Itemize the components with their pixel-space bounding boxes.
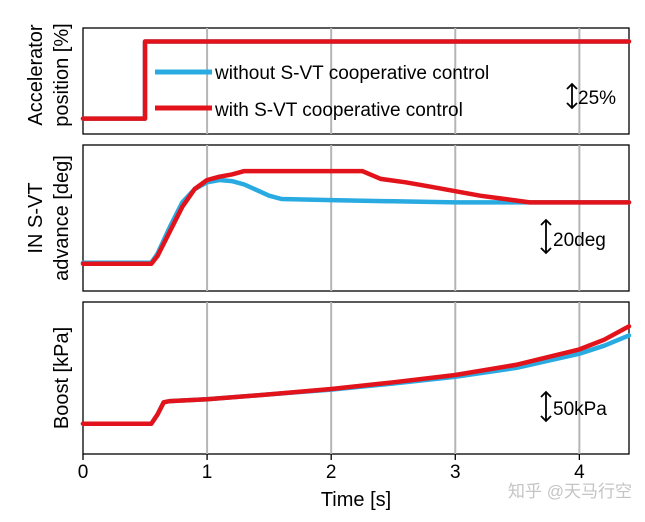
scale-label-boost: 50kPa [553, 399, 607, 420]
series-boost-without-s-vt-cooperative-control [80, 333, 632, 426]
scale-bar-svt: 20deg [540, 218, 606, 255]
x-tick-label-3: 3 [450, 462, 461, 483]
scale-bar-accelerator: 25% [566, 82, 616, 110]
legend: without S-VT cooperative control with S-… [155, 63, 489, 121]
scale-label-accelerator: 25% [578, 88, 616, 109]
legend-label-with: with S-VT cooperative control [214, 100, 463, 121]
plot-frame-svt [82, 144, 630, 292]
series-layer-svt [80, 168, 632, 267]
series-layer-accelerator [80, 39, 632, 121]
scale-arrow-boost [540, 390, 552, 423]
x-axis-label: Time [s] [321, 489, 391, 511]
panel-boost: Boost [kPa] 50kPa 0 1 2 3 4 Time [s] [51, 301, 632, 511]
y-axis-label-svt-line2: advance [deg] [51, 155, 73, 281]
x-tick-marks [82, 454, 581, 460]
plot-frame-boost [82, 301, 630, 455]
y-axis-label-svt-line1: IN S-VT [25, 182, 47, 253]
gridlines-svt [206, 145, 581, 291]
x-tick-labels: 0 1 2 3 4 [78, 462, 585, 483]
x-tick-label-4: 4 [574, 462, 585, 483]
panel-accelerator: Accelerator position [%] without S-VT co… [25, 23, 632, 135]
x-tick-label-2: 2 [326, 462, 337, 483]
gridlines-boost [206, 302, 581, 454]
legend-label-without: without S-VT cooperative control [214, 63, 489, 84]
scale-bar-boost: 50kPa [540, 390, 607, 423]
y-axis-label-boost: Boost [kPa] [51, 327, 73, 429]
scale-arrow-svt [540, 218, 552, 255]
x-axis: 0 1 2 3 4 Time [s] [78, 454, 585, 511]
series-accelerator-with-s-vt-cooperative-control [80, 39, 632, 121]
series-boost-with-s-vt-cooperative-control [80, 324, 632, 426]
y-axis-label-accelerator-line1: Accelerator [25, 24, 47, 125]
gridlines-accelerator [206, 28, 581, 134]
scale-label-svt: 20deg [553, 230, 606, 251]
y-axis-label-accelerator-line2: position [%] [51, 23, 73, 126]
plot-frame-accelerator [82, 27, 630, 135]
panel-svt: IN S-VT advance [deg] 20deg [25, 144, 632, 292]
x-tick-label-1: 1 [202, 462, 213, 483]
scale-arrow-accelerator [566, 82, 578, 110]
series-svt-with-s-vt-cooperative-control [80, 168, 632, 267]
x-tick-label-0: 0 [78, 462, 89, 483]
watermark: 知乎 @天马行空 [508, 482, 632, 501]
series-layer-boost [80, 324, 632, 426]
